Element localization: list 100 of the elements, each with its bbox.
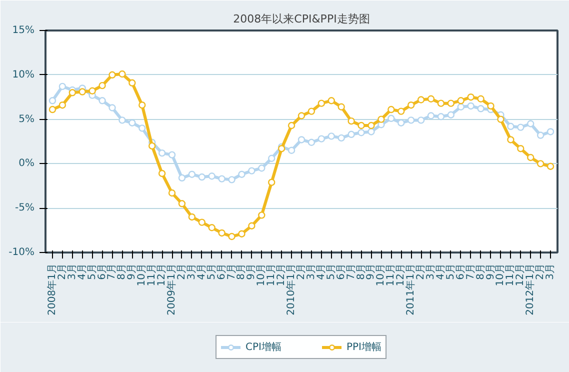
- x-tick-label: 8月: [116, 263, 128, 280]
- x-tick-label: 11月: [505, 263, 516, 286]
- x-tick-label: 9月: [366, 263, 377, 280]
- x-tick-label: 5月: [86, 263, 98, 280]
- x-tick-label: 2月: [535, 263, 546, 280]
- y-tick-label: 15%: [12, 25, 35, 36]
- point: [248, 222, 256, 230]
- point: [58, 82, 66, 90]
- x-tick-label: 12月: [276, 263, 288, 286]
- chart-title: 2008年以来CPI&PPI走势图: [233, 12, 370, 26]
- x-tick-label: 5月: [326, 263, 337, 280]
- x-tick-label: 2008年1月: [46, 264, 58, 316]
- x-tick-label: 2月: [56, 263, 68, 280]
- point: [298, 136, 306, 144]
- point: [348, 117, 355, 125]
- point: [407, 102, 415, 109]
- point: [368, 128, 375, 136]
- x-tick-label: 3月: [186, 263, 198, 280]
- point: [128, 119, 136, 126]
- point: [228, 176, 236, 184]
- point: [328, 132, 335, 140]
- x-tick-label: 10月: [256, 263, 268, 286]
- point: [48, 106, 56, 114]
- point: [546, 128, 554, 136]
- x-tick-label: 4月: [196, 263, 208, 280]
- point: [318, 135, 326, 142]
- point: [108, 104, 116, 112]
- point: [507, 122, 514, 130]
- point: [308, 138, 316, 146]
- point: [228, 232, 236, 240]
- x-tick-label: 2009年1月: [166, 264, 178, 316]
- x-tick-label: 3月: [306, 263, 317, 280]
- point: [128, 79, 136, 86]
- point: [368, 122, 375, 130]
- point: [427, 95, 435, 102]
- x-tick-label: 2010年1月: [285, 264, 298, 316]
- x-tick-label: 12月: [156, 263, 168, 286]
- point: [507, 136, 514, 144]
- point: [198, 173, 206, 181]
- point: [168, 151, 176, 158]
- legend-label: CPI增幅: [246, 341, 282, 354]
- point: [208, 172, 216, 180]
- x-tick-label: 2月: [296, 263, 307, 280]
- point: [118, 116, 126, 124]
- y-tick-label: -10%: [8, 247, 35, 258]
- point: [417, 116, 425, 124]
- x-tick-label: 11月: [266, 263, 278, 286]
- point: [487, 102, 494, 110]
- x-tick-label: 6月: [96, 263, 108, 280]
- x-tick-label: 8月: [356, 263, 367, 280]
- point: [497, 116, 504, 123]
- point: [258, 212, 266, 219]
- point: [527, 154, 534, 162]
- x-tick-label: 3月: [425, 263, 436, 280]
- point: [388, 114, 395, 122]
- point: [268, 178, 276, 186]
- point: [546, 162, 554, 170]
- point: [148, 142, 156, 150]
- point: [457, 97, 464, 104]
- x-tick-label: 8月: [236, 263, 248, 280]
- point: [388, 106, 395, 114]
- x-tick-label: 2012年1月: [524, 264, 536, 316]
- point: [138, 102, 146, 109]
- x-tick-label: 5月: [206, 263, 218, 280]
- point: [318, 100, 326, 107]
- point: [338, 134, 345, 142]
- point: [398, 119, 405, 126]
- point: [338, 103, 345, 110]
- x-tick-label: 2月: [176, 263, 188, 280]
- point: [467, 102, 474, 110]
- point: [258, 164, 266, 172]
- point: [198, 218, 206, 226]
- point: [68, 89, 76, 96]
- point: [88, 87, 96, 94]
- point: [238, 230, 246, 238]
- point: [517, 145, 524, 152]
- point: [467, 94, 474, 101]
- point: [288, 146, 296, 154]
- point: [188, 213, 196, 221]
- x-tick-label: 9月: [126, 263, 138, 280]
- x-tick-label: 6月: [455, 263, 466, 280]
- point: [447, 111, 455, 118]
- x-tick-label: 7月: [106, 263, 118, 280]
- x-tick-label: 6月: [216, 263, 228, 280]
- x-tick-label: 4月: [76, 263, 88, 280]
- point: [188, 170, 196, 178]
- point: [248, 167, 256, 174]
- point: [477, 105, 484, 112]
- point: [118, 70, 126, 78]
- point: [477, 95, 484, 102]
- point: [447, 100, 455, 107]
- point: [536, 132, 544, 139]
- x-tick-label: 7月: [226, 263, 238, 280]
- point: [378, 116, 385, 123]
- point: [178, 200, 186, 208]
- x-tick-label: 4月: [316, 263, 327, 280]
- point: [417, 96, 425, 104]
- point: [457, 103, 464, 110]
- point: [218, 175, 226, 182]
- point: [158, 170, 166, 178]
